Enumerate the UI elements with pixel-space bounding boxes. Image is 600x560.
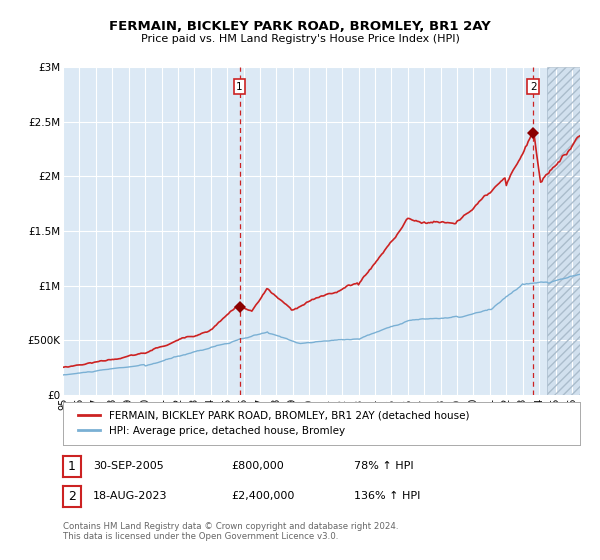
Text: 30-SEP-2005: 30-SEP-2005 [93,461,164,472]
Text: £2,400,000: £2,400,000 [231,491,295,501]
Text: 78% ↑ HPI: 78% ↑ HPI [354,461,413,472]
Text: 136% ↑ HPI: 136% ↑ HPI [354,491,421,501]
Text: 2: 2 [530,82,536,92]
Bar [547,67,580,395]
Text: Price paid vs. HM Land Registry's House Price Index (HPI): Price paid vs. HM Land Registry's House … [140,34,460,44]
Text: 1: 1 [68,460,76,473]
Text: 1: 1 [236,82,243,92]
Text: 18-AUG-2023: 18-AUG-2023 [93,491,167,501]
Bar [547,67,580,395]
Text: FERMAIN, BICKLEY PARK ROAD, BROMLEY, BR1 2AY: FERMAIN, BICKLEY PARK ROAD, BROMLEY, BR1… [109,20,491,34]
Legend: FERMAIN, BICKLEY PARK ROAD, BROMLEY, BR1 2AY (detached house), HPI: Average pric: FERMAIN, BICKLEY PARK ROAD, BROMLEY, BR1… [73,407,473,440]
Text: This data is licensed under the Open Government Licence v3.0.: This data is licensed under the Open Gov… [63,532,338,541]
Text: £800,000: £800,000 [231,461,284,472]
Text: 2: 2 [68,489,76,503]
Text: Contains HM Land Registry data © Crown copyright and database right 2024.: Contains HM Land Registry data © Crown c… [63,522,398,531]
